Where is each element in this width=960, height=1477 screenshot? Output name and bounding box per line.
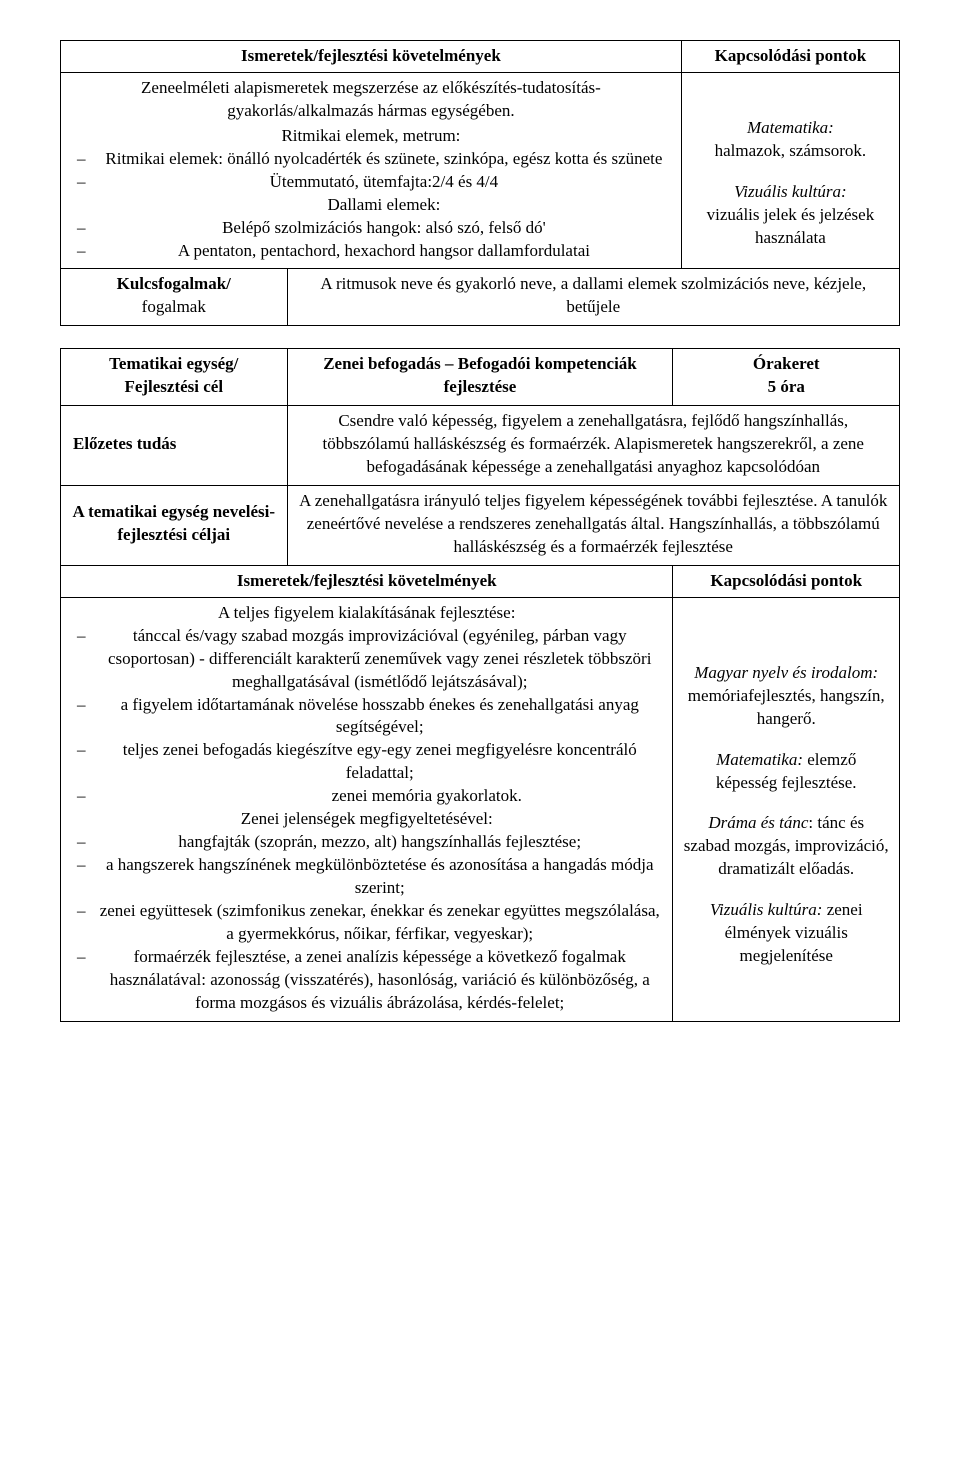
- elozetes-text: Csendre való képesség, figyelem a zeneha…: [287, 406, 899, 486]
- list-item: Ütemmutató, ütemfajta:2/4 és 4/4 Dallami…: [71, 171, 671, 217]
- elozetes-label: Előzetes tudás: [61, 406, 288, 486]
- intro-text: Zeneelméleti alapismeretek megszerzése a…: [71, 77, 671, 125]
- right-mny-label: Magyar nyelv és irodalom:: [694, 663, 878, 682]
- mid-heading: Zenei jelenségek megfigyeltetésével:: [71, 808, 662, 831]
- header-kap-2: Kapcsolódási pontok: [673, 565, 900, 597]
- row1-mid: Zenei befogadás – Befogadói kompetenciák…: [287, 349, 673, 406]
- list-item: formaérzék fejlesztése, a zenei analízis…: [71, 946, 662, 1015]
- tem-egy-1: Tematikai egység/: [71, 353, 277, 376]
- celjai-text: A zenehallgatásra irányuló teljes figyel…: [287, 486, 899, 566]
- bullet-text: zenei memória gyakorlatok.: [191, 785, 662, 808]
- content-left: Zeneelméleti alapismeretek megszerzése a…: [61, 72, 682, 269]
- list-item: hangfajták (szoprán, mezzo, alt) hangszí…: [71, 831, 662, 854]
- bullet-text: hangfajták (szoprán, mezzo, alt) hangszí…: [97, 831, 662, 854]
- right-drama-label: Dráma és tánc: [708, 813, 808, 832]
- list-item: A pentaton, pentachord, hexachord hangso…: [71, 240, 671, 263]
- bullet-text: Ütemmutató, ütemfajta:2/4 és 4/4: [97, 171, 671, 194]
- list-item: zenei memória gyakorlatok.: [71, 785, 662, 808]
- right-viz-label: Vizuális kultúra:: [734, 182, 847, 201]
- table-row: Ismeretek/fejlesztési követelmények Kapc…: [61, 565, 900, 597]
- right-math-label: Matematika:: [747, 118, 834, 137]
- bullet-text: a figyelem időtartamának növelése hossza…: [97, 694, 662, 740]
- right-mny-text: memóriafejlesztés, hangszín, hangerő.: [683, 685, 889, 731]
- header-ism: Ismeretek/fejlesztési követelmények: [61, 41, 682, 73]
- tem-egy-2: Fejlesztési cél: [71, 376, 277, 399]
- list-item: tánccal és/vagy szabad mozgás improvizác…: [71, 625, 662, 694]
- list-item: teljes zenei befogadás kiegészítve egy-e…: [71, 739, 662, 785]
- bullet-text: tánccal és/vagy szabad mozgás improvizác…: [97, 625, 662, 694]
- table-row: Tematikai egység/ Fejlesztési cél Zenei …: [61, 349, 900, 406]
- table-row: Ismeretek/fejlesztési követelmények Kapc…: [61, 41, 900, 73]
- list-item: Ritmikai elemek: önálló nyolcadérték és …: [71, 148, 671, 171]
- bullet-text: teljes zenei befogadás kiegészítve egy-e…: [97, 739, 662, 785]
- table-row: Előzetes tudás Csendre való képesség, fi…: [61, 406, 900, 486]
- list-item: zenei együttesek (szimfonikus zenekar, é…: [71, 900, 662, 946]
- content-right: Matematika: halmazok, számsorok. Vizuáli…: [681, 72, 899, 269]
- bullet-text: Belépő szolmizációs hangok: alsó szó, fe…: [97, 217, 671, 240]
- bullet-text: Ritmikai elemek: önálló nyolcadérték és …: [97, 148, 671, 171]
- bullet-text: A pentaton, pentachord, hexachord hangso…: [97, 240, 671, 263]
- celjai-label: A tematikai egység nevelési-fejlesztési …: [61, 486, 288, 566]
- content-left-2: A teljes figyelem kialakításának fejlesz…: [61, 597, 673, 1021]
- ora-1: Órakeret: [683, 353, 889, 376]
- kf-label-cell: Kulcsfogalmak/ fogalmak: [61, 269, 288, 326]
- table-1: Ismeretek/fejlesztési követelmények Kapc…: [60, 40, 900, 326]
- right-mat-label: Matematika:: [716, 750, 803, 769]
- bullet-text: zenei együttesek (szimfonikus zenekar, é…: [97, 900, 662, 946]
- kf-text: A ritmusok neve és gyakorló neve, a dall…: [287, 269, 899, 326]
- right-viz2-label: Vizuális kultúra:: [710, 900, 823, 919]
- table-row: A tematikai egység nevelési-fejlesztési …: [61, 486, 900, 566]
- header-kap: Kapcsolódási pontok: [681, 41, 899, 73]
- row1-ora: Órakeret 5 óra: [673, 349, 900, 406]
- dallami-heading: Dallami elemek:: [97, 194, 671, 217]
- bullet-text: formaérzék fejlesztése, a zenei analízis…: [97, 946, 662, 1015]
- list-item: a figyelem időtartamának növelése hossza…: [71, 694, 662, 740]
- ritmikai-heading: Ritmikai elemek, metrum:: [71, 125, 671, 148]
- ora-2: 5 óra: [683, 376, 889, 399]
- table-row: Zeneelméleti alapismeretek megszerzése a…: [61, 72, 900, 269]
- header-ism-2: Ismeretek/fejlesztési követelmények: [61, 565, 673, 597]
- table-2: Tematikai egység/ Fejlesztési cél Zenei …: [60, 348, 900, 1021]
- content-right-2: Magyar nyelv és irodalom: memóriafejlesz…: [673, 597, 900, 1021]
- right-viz-text: vizuális jelek és jelzések használata: [692, 204, 889, 250]
- tem-egy-cell: Tematikai egység/ Fejlesztési cél: [61, 349, 288, 406]
- bullet-text: a hangszerek hangszínének megkülönböztet…: [97, 854, 662, 900]
- right-math-text: halmazok, számsorok.: [692, 140, 889, 163]
- kf-label-1: Kulcsfogalmak/: [71, 273, 277, 296]
- table-row: Kulcsfogalmak/ fogalmak A ritmusok neve …: [61, 269, 900, 326]
- kf-label-2: fogalmak: [71, 296, 277, 319]
- list-item: Belépő szolmizációs hangok: alsó szó, fe…: [71, 217, 671, 240]
- list-item: a hangszerek hangszínének megkülönböztet…: [71, 854, 662, 900]
- table-row: A teljes figyelem kialakításának fejlesz…: [61, 597, 900, 1021]
- left-intro: A teljes figyelem kialakításának fejlesz…: [71, 602, 662, 625]
